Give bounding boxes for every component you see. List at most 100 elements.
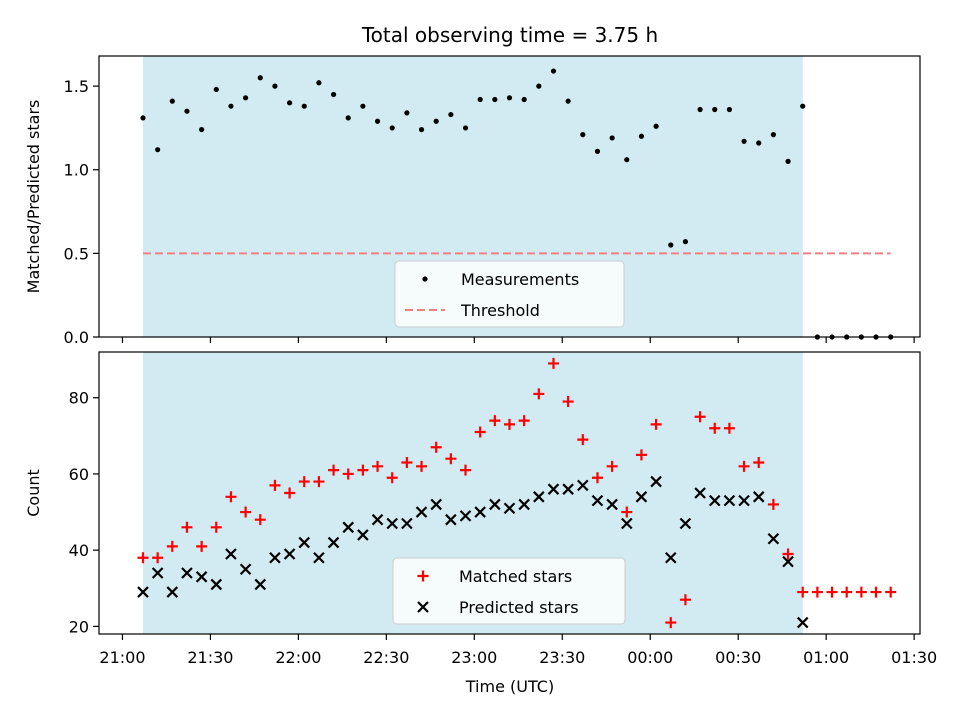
- data-point: [756, 140, 762, 146]
- data-point: [723, 494, 736, 507]
- legend: Matched stars Predicted stars: [392, 557, 626, 625]
- data-point: [518, 498, 530, 511]
- data-point: [752, 491, 765, 503]
- data-point: [594, 148, 601, 154]
- data-point: [415, 506, 428, 518]
- data-point: [360, 103, 366, 109]
- data-point: [679, 517, 692, 530]
- data-point: [327, 536, 340, 549]
- data-point: [272, 83, 278, 89]
- data-point: [738, 494, 750, 507]
- data-point: [577, 434, 589, 446]
- data-point: [152, 552, 164, 564]
- data-point: [342, 521, 355, 534]
- data-point: [580, 132, 586, 138]
- data-point: [503, 502, 516, 515]
- data-point: [181, 567, 193, 579]
- data-point: [635, 491, 648, 503]
- data-point: [445, 453, 457, 465]
- data-point: [726, 106, 733, 113]
- data-point: [811, 586, 823, 598]
- data-point: [286, 100, 293, 106]
- data-point: [562, 483, 574, 495]
- x-tick-label: 21:00: [99, 648, 145, 667]
- data-point: [389, 125, 395, 131]
- data-point: [504, 418, 515, 430]
- data-point: [668, 242, 674, 248]
- data-point: [301, 103, 307, 109]
- data-point: [550, 68, 557, 74]
- data-point: [210, 521, 222, 533]
- data-point: [225, 491, 237, 503]
- data-point: [489, 415, 501, 427]
- data-point: [638, 133, 645, 139]
- data-point: [697, 106, 703, 113]
- legend-box: [394, 260, 625, 328]
- data-point: [870, 586, 882, 598]
- x-tick-label: 01:00: [803, 648, 849, 667]
- data-point: [430, 441, 442, 453]
- data-point: [635, 449, 647, 461]
- data-point: [738, 460, 750, 472]
- legend-marker: [417, 570, 429, 582]
- x-tick-label: 22:00: [275, 648, 321, 667]
- data-point: [533, 491, 545, 503]
- legend-label: Measurements: [461, 270, 579, 289]
- data-point: [374, 118, 381, 124]
- legend: Measurements Threshold: [394, 260, 625, 328]
- data-point: [521, 96, 527, 103]
- data-point: [371, 513, 384, 526]
- data-point: [240, 506, 252, 518]
- data-point: [459, 510, 472, 522]
- data-point: [606, 498, 618, 511]
- data-point: [166, 540, 178, 552]
- data-point: [841, 586, 853, 598]
- bottom-panel: 20 40 60 80 21:00 21:30 22:00 22:30 23:00 23:30 00…: [24, 351, 937, 667]
- legend-marker: [422, 276, 428, 282]
- y-tick-label: 1.5: [64, 77, 89, 96]
- series-1: [137, 475, 809, 629]
- axes-frame: [98, 351, 921, 635]
- data-point: [239, 563, 252, 575]
- data-point: [477, 96, 483, 103]
- data-point: [533, 388, 545, 400]
- data-point: [770, 132, 776, 138]
- data-point: [243, 95, 249, 101]
- data-point: [448, 111, 454, 118]
- y-tick-label: 80: [69, 389, 89, 408]
- chart-title: Total observing time = 3.75 h: [361, 23, 658, 47]
- data-point: [474, 426, 486, 438]
- data-point: [679, 594, 691, 606]
- data-point: [166, 586, 179, 598]
- data-point: [741, 138, 747, 144]
- legend-box: [392, 557, 626, 625]
- data-point: [430, 498, 442, 511]
- y-axis-label: Matched/Predicted stars: [24, 100, 43, 294]
- data-point: [137, 552, 149, 564]
- data-point: [785, 158, 791, 164]
- data-point: [155, 147, 161, 153]
- data-point: [536, 83, 542, 89]
- data-point: [650, 418, 662, 430]
- data-point: [225, 548, 237, 560]
- data-point: [445, 513, 457, 526]
- data-point: [492, 96, 498, 103]
- data-point: [386, 517, 398, 530]
- legend-label: Predicted stars: [459, 598, 579, 617]
- data-point: [345, 115, 351, 121]
- data-point: [228, 103, 234, 109]
- data-point: [181, 521, 193, 533]
- y-tick-label: 20: [69, 617, 89, 636]
- data-point: [357, 529, 369, 541]
- data-point: [621, 506, 633, 518]
- data-point: [298, 476, 310, 488]
- legend-label: Threshold: [460, 301, 540, 320]
- data-point: [782, 555, 794, 568]
- data-point: [372, 460, 384, 472]
- y-tick-label: 1.0: [64, 161, 89, 180]
- data-point: [767, 532, 780, 545]
- data-point: [708, 494, 721, 507]
- data-point: [753, 457, 765, 469]
- data-point: [489, 498, 501, 511]
- data-point: [433, 118, 439, 124]
